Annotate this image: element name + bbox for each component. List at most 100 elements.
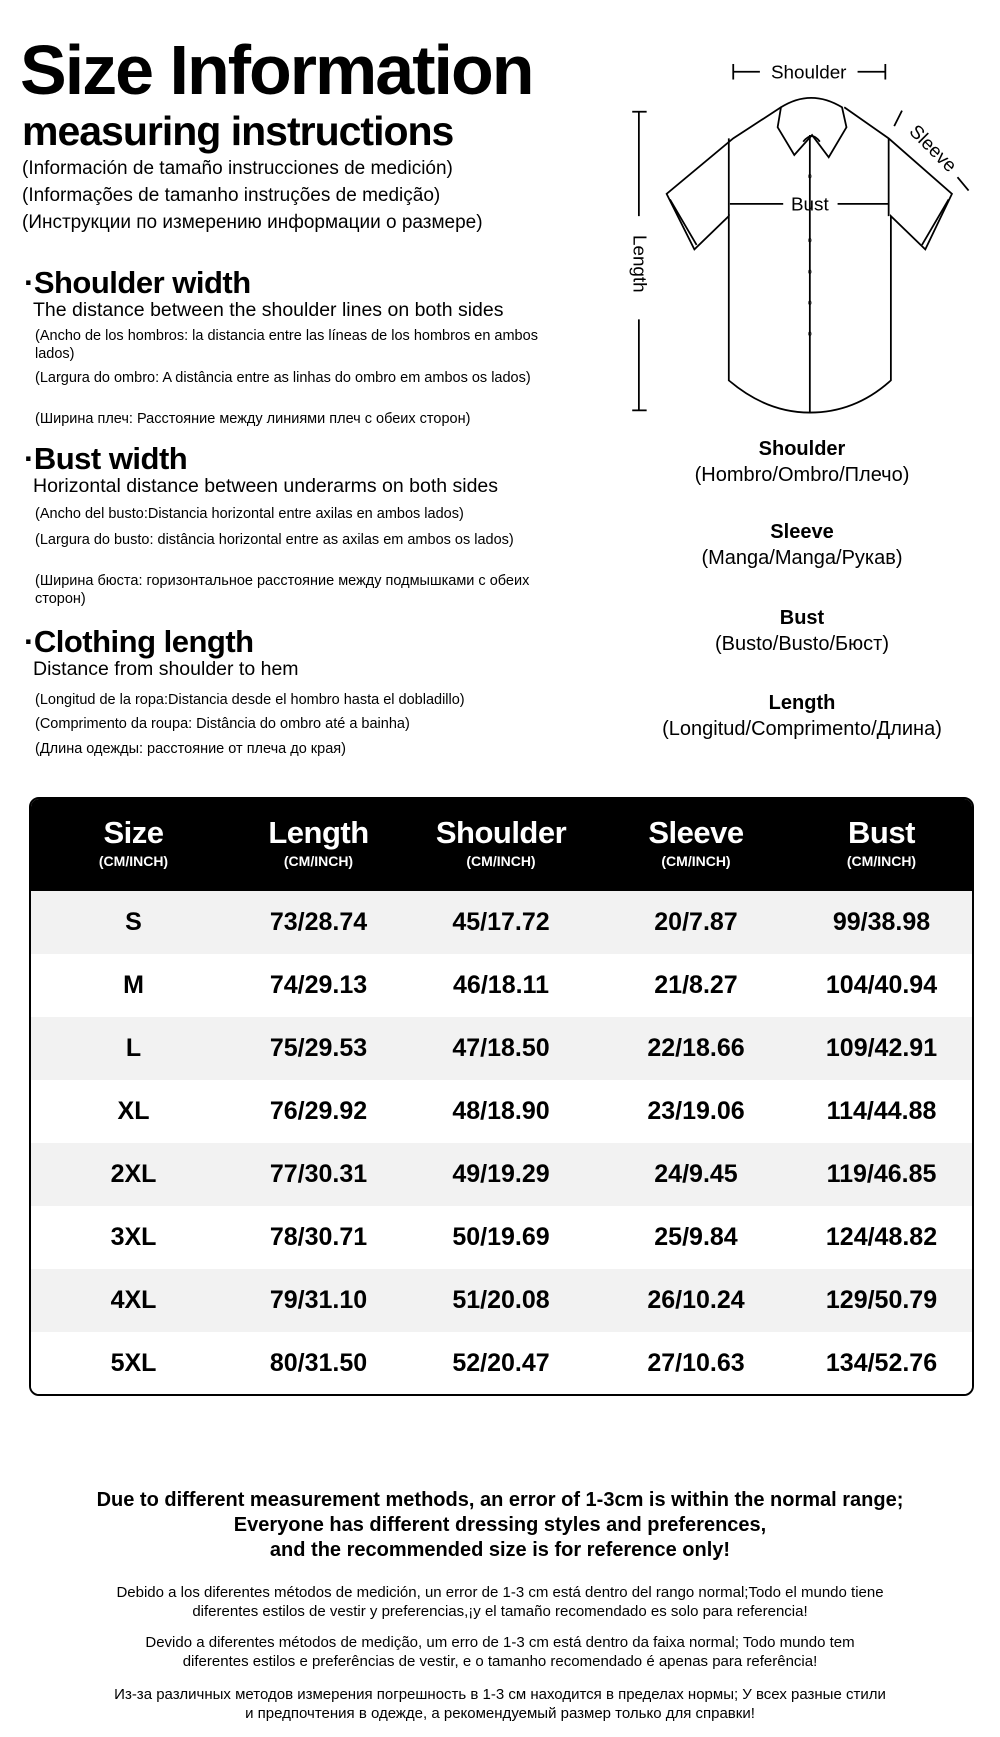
column-title: Length (268, 815, 369, 850)
cell-bust: 119/46.85 (826, 1160, 937, 1188)
cell-size: 3XL (110, 1223, 157, 1251)
cell-sleeve: 24/9.45 (654, 1160, 738, 1188)
section-note-pt: (Largura do ombro: A distância entre as … (35, 370, 531, 386)
column-unit: (CM/INCH) (661, 853, 731, 869)
cell-shoulder: 50/19.69 (452, 1223, 550, 1251)
cell-size: M (123, 971, 144, 999)
legend-item-shoulder: Shoulder (Hombro/Ombro/Плечо) (622, 436, 982, 488)
column-header-shoulder: Shoulder (CM/INCH) (401, 799, 601, 891)
cell-bust: 114/44.88 (826, 1097, 937, 1125)
table-row: M 74/29.13 46/18.11 21/8.27 104/40.94 (31, 954, 972, 1017)
size-table: Size (CM/INCH) Length (CM/INCH) Shoulder (C… (29, 797, 974, 1396)
cell-length: 75/29.53 (269, 1034, 368, 1062)
cell-length: 77/30.31 (269, 1160, 368, 1188)
table-row: 2XL 77/30.31 49/19.29 24/9.45 119/46.85 (31, 1143, 972, 1206)
section-note-ru: (Длина одежды: расстояние от плеча до кр… (35, 741, 346, 757)
section-note-pt: (Largura do busto: distância horizontal … (35, 532, 514, 548)
footer-translation-es: Debido a los diferentes métodos de medic… (116, 1584, 884, 1601)
cell-size: 2XL (110, 1160, 157, 1188)
cell-length: 80/31.50 (269, 1349, 368, 1377)
cell-bust: 129/50.79 (825, 1286, 938, 1314)
footer-translation-ru: и предпочтения в одежде, а рекомендуемый… (245, 1705, 755, 1722)
section-note-pt: (Comprimento da roupa: Distância do ombr… (35, 716, 410, 732)
sleeve-measure-line (893, 110, 903, 127)
legend-item-sleeve: Sleeve (Manga/Manga/Рукав) (622, 519, 982, 571)
column-header-bust: Bust (CM/INCH) (791, 799, 972, 891)
section-description-length: Distance from shoulder to hem (33, 658, 299, 680)
column-header-length: Length (CM/INCH) (236, 799, 401, 891)
diagram-label-sleeve: Sleeve (905, 120, 961, 176)
cell-sleeve: 23/19.06 (647, 1097, 745, 1125)
section-description-shoulder: The distance between the shoulder lines … (33, 299, 504, 321)
cell-size: S (125, 908, 142, 936)
footer-notice-line: Everyone has different dressing styles a… (233, 1514, 767, 1536)
cell-bust: 124/48.82 (825, 1223, 938, 1251)
cell-shoulder: 46/18.11 (453, 971, 549, 999)
legend-label: Sleeve (770, 521, 834, 543)
column-title: Size (103, 815, 164, 850)
subtitle-translation-pt: (Informações de tamanho instruções de me… (22, 185, 441, 206)
page-title: Size Information (20, 31, 534, 109)
cell-size: 5XL (110, 1349, 157, 1377)
column-title: Sleeve (648, 815, 744, 850)
legend-translation: (Longitud/Comprimento/Длина) (662, 718, 942, 740)
legend-label: Shoulder (758, 438, 846, 460)
button-icon: 0 (808, 173, 812, 180)
cell-length: 73/28.74 (269, 908, 368, 936)
cell-shoulder: 48/18.90 (452, 1097, 550, 1125)
shirt-measurement-diagram: 0 0 0 0 0 Shoulder Bust Sleeve Length (629, 61, 970, 414)
legend-translation: (Busto/Busto/Бюст) (714, 633, 889, 655)
cell-bust: 99/38.98 (832, 908, 931, 936)
cell-size: 4XL (110, 1286, 157, 1314)
section-heading-bust: ·Bust width (24, 441, 188, 476)
table-row: 5XL 80/31.50 52/20.47 27/10.63 134/52.76 (31, 1332, 972, 1394)
page-subtitle: measuring instructions (22, 108, 454, 154)
legend-label: Bust (779, 607, 825, 629)
cell-sleeve: 25/9.84 (654, 1223, 738, 1251)
cell-shoulder: 49/19.29 (452, 1160, 550, 1188)
cell-length: 78/30.71 (269, 1223, 368, 1251)
subtitle-translation-ru: (Инструкции по измерению информации о ра… (22, 212, 483, 233)
section-heading-length: ·Clothing length (24, 624, 254, 659)
cell-sleeve: 20/7.87 (654, 908, 738, 936)
cell-shoulder: 47/18.50 (452, 1034, 550, 1062)
footer-notice-line: and the recommended size is for referenc… (269, 1539, 731, 1561)
column-unit: (CM/INCH) (846, 853, 917, 869)
section-note-es: (Ancho de los hombros: la distancia entr… (35, 328, 538, 362)
cell-sleeve: 27/10.63 (647, 1349, 745, 1377)
cell-length: 74/29.13 (269, 971, 368, 999)
column-unit: (CM/INCH) (283, 853, 354, 869)
button-icon: 0 (808, 269, 812, 276)
cell-size: XL (117, 1097, 150, 1125)
table-row: S 73/28.74 45/17.72 20/7.87 99/38.98 (31, 891, 972, 954)
legend-translation: (Hombro/Ombro/Плечо) (694, 464, 910, 486)
cell-sleeve: 22/18.66 (647, 1034, 745, 1062)
cell-bust: 109/42.91 (825, 1034, 938, 1062)
size-table-header: Size (CM/INCH) Length (CM/INCH) Shoulder (C… (31, 799, 972, 891)
cell-bust: 104/40.94 (825, 971, 938, 999)
column-header-size: Size (CM/INCH) (31, 799, 236, 891)
cell-bust: 134/52.76 (825, 1349, 938, 1377)
legend-translation: (Manga/Manga/Рукав) (701, 547, 903, 569)
column-title: Shoulder (435, 815, 567, 850)
footer-translation-es: diferentes estilos de vestir y preferenc… (192, 1603, 808, 1620)
section-description-bust: Horizontal distance between underarms on… (33, 475, 499, 497)
collar-outline (776, 97, 848, 159)
column-unit: (CM/INCH) (466, 853, 536, 869)
table-row: XL 76/29.92 48/18.90 23/19.06 114/44.88 (31, 1080, 972, 1143)
section-heading-shoulder: ·Shoulder width (24, 265, 251, 300)
cell-sleeve: 26/10.24 (647, 1286, 745, 1314)
table-row: 4XL 79/31.10 51/20.08 26/10.24 129/50.79 (31, 1269, 972, 1332)
diagram-label-bust: Bust (791, 194, 829, 215)
section-note-es: (Longitud de la ropa:Distancia desde el … (35, 692, 465, 708)
footer-translation-pt: diferentes estilos e preferências de ves… (182, 1653, 818, 1670)
column-header-sleeve: Sleeve (CM/INCH) (601, 799, 791, 891)
section-note-ru: (Ширина бюста: горизонтальное расстояние… (35, 573, 530, 607)
button-icon: 0 (808, 331, 812, 338)
cell-length: 76/29.92 (269, 1097, 368, 1125)
footer-notice-line: Due to different measurement methods, an… (96, 1489, 904, 1511)
cell-length: 79/31.10 (269, 1286, 368, 1314)
cell-size: L (125, 1034, 142, 1062)
cell-shoulder: 52/20.47 (452, 1349, 550, 1377)
column-unit: (CM/INCH) (98, 853, 169, 869)
